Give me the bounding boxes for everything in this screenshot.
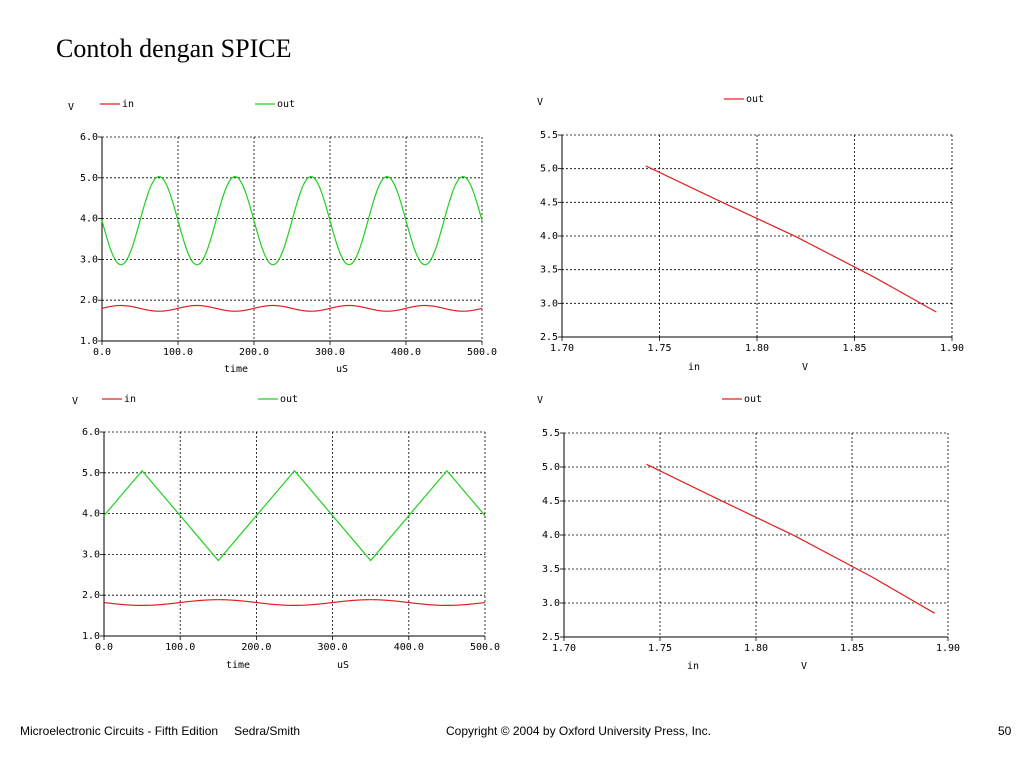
y-tick-label: 3.0 [542,598,560,609]
x-tick-label: 200.0 [239,347,269,358]
y-tick-label: 4.0 [542,530,560,541]
x-tick-label: 500.0 [467,347,497,358]
x-tick-label: 300.0 [318,642,348,653]
x-tick-label: 1.85 [842,343,866,354]
y-tick-label: 5.0 [80,173,98,184]
x-tick-label: 1.80 [744,643,768,654]
y-tick-label: 4.5 [540,197,558,208]
series-line-out [645,165,937,313]
y-tick-label: 2.0 [80,295,98,306]
x-tick-label: 1.90 [936,643,960,654]
x-axis-unit: uS [336,364,348,375]
page-number: 50 [998,724,1012,738]
y-axis-label: V [537,395,543,406]
x-tick-label: 400.0 [394,642,424,653]
chart-4: 1.70 1.75 1.80 1.85 1.90 2.5 3.0 3.5 4.0 4.5 5.0 5.… [537,394,960,672]
legend-label-in: in [122,99,134,110]
y-tick-label: 5.5 [540,130,558,141]
series-line-out [101,175,483,266]
y-tick-label: 3.5 [540,265,558,276]
y-tick-label: 4.0 [80,214,98,225]
y-tick-label: 3.5 [542,564,560,575]
x-tick-label: 400.0 [391,347,421,358]
y-axis-label: V [537,97,543,108]
legend-label-out: out [280,394,298,405]
y-tick-label: 6.0 [80,132,98,143]
x-tick-label: 1.80 [745,343,769,354]
x-tick-label: 1.85 [840,643,864,654]
x-axis-label: time [226,660,250,671]
footer-book: Microelectronic Circuits - Fifth Edition [20,724,219,738]
y-tick-label: 5.0 [82,468,100,479]
y-tick-label: 4.0 [82,509,100,520]
chart-3: 0.0 100.0 200.0 300.0 400.0 500.0 1.0 2.0 3.0 4.0… [72,394,500,671]
legend-label-out: out [744,394,762,405]
x-tick-label: 100.0 [165,642,195,653]
series-line-out [646,463,935,614]
y-axis-label: V [72,396,78,407]
series-line-in [101,304,483,312]
x-axis-label: in [687,661,699,672]
x-tick-label: 1.70 [552,643,576,654]
y-tick-label: 2.5 [542,632,560,643]
y-tick-label: 4.0 [540,231,558,242]
series-line-in [103,599,486,607]
y-tick-label: 5.0 [540,164,558,175]
y-tick-label: 4.5 [542,496,560,507]
x-tick-label: 0.0 [95,642,113,653]
x-axis-label: time [224,364,248,375]
legend-label-in: in [124,394,136,405]
footer-authors: Sedra/Smith [234,724,301,738]
x-tick-label: 500.0 [470,642,500,653]
x-axis-unit: uS [337,660,349,671]
x-tick-label: 1.90 [940,343,964,354]
x-tick-label: 200.0 [241,642,271,653]
legend-label-out: out [277,99,295,110]
slide-title: Contoh dengan SPICE [56,34,292,63]
x-tick-label: 300.0 [315,347,345,358]
y-tick-label: 1.0 [82,631,100,642]
chart-1: 0.0 100.0 200.0 300.0 400.0 500.0 1.0 2.0 3.0 4.0… [68,99,497,375]
chart-2: 1.70 1.75 1.80 1.85 1.90 2.5 3.0 3.5 4.0 4.5 5.0 5.… [537,94,964,373]
y-tick-label: 5.0 [542,462,560,473]
y-tick-label: 2.0 [82,590,100,601]
x-tick-label: 1.75 [647,343,671,354]
x-axis-unit: V [801,661,807,672]
y-tick-label: 1.0 [80,336,98,347]
y-tick-label: 3.0 [540,298,558,309]
x-axis-label: in [688,362,700,373]
x-axis-unit: V [802,362,808,373]
x-tick-label: 100.0 [163,347,193,358]
y-tick-label: 3.0 [82,549,100,560]
y-tick-label: 6.0 [82,427,100,438]
x-tick-label: 1.75 [648,643,672,654]
y-tick-label: 5.5 [542,428,560,439]
y-axis-label: V [68,102,74,113]
x-tick-label: 1.70 [550,343,574,354]
footer-copyright: Copyright © 2004 by Oxford University Pr… [446,724,711,738]
legend-label-out: out [746,94,764,105]
y-tick-label: 3.0 [80,254,98,265]
series-line-out [103,469,486,562]
y-tick-label: 2.5 [540,332,558,343]
footer-book-info: Microelectronic Circuits - Fifth Edition… [20,724,300,738]
x-tick-label: 0.0 [93,347,111,358]
